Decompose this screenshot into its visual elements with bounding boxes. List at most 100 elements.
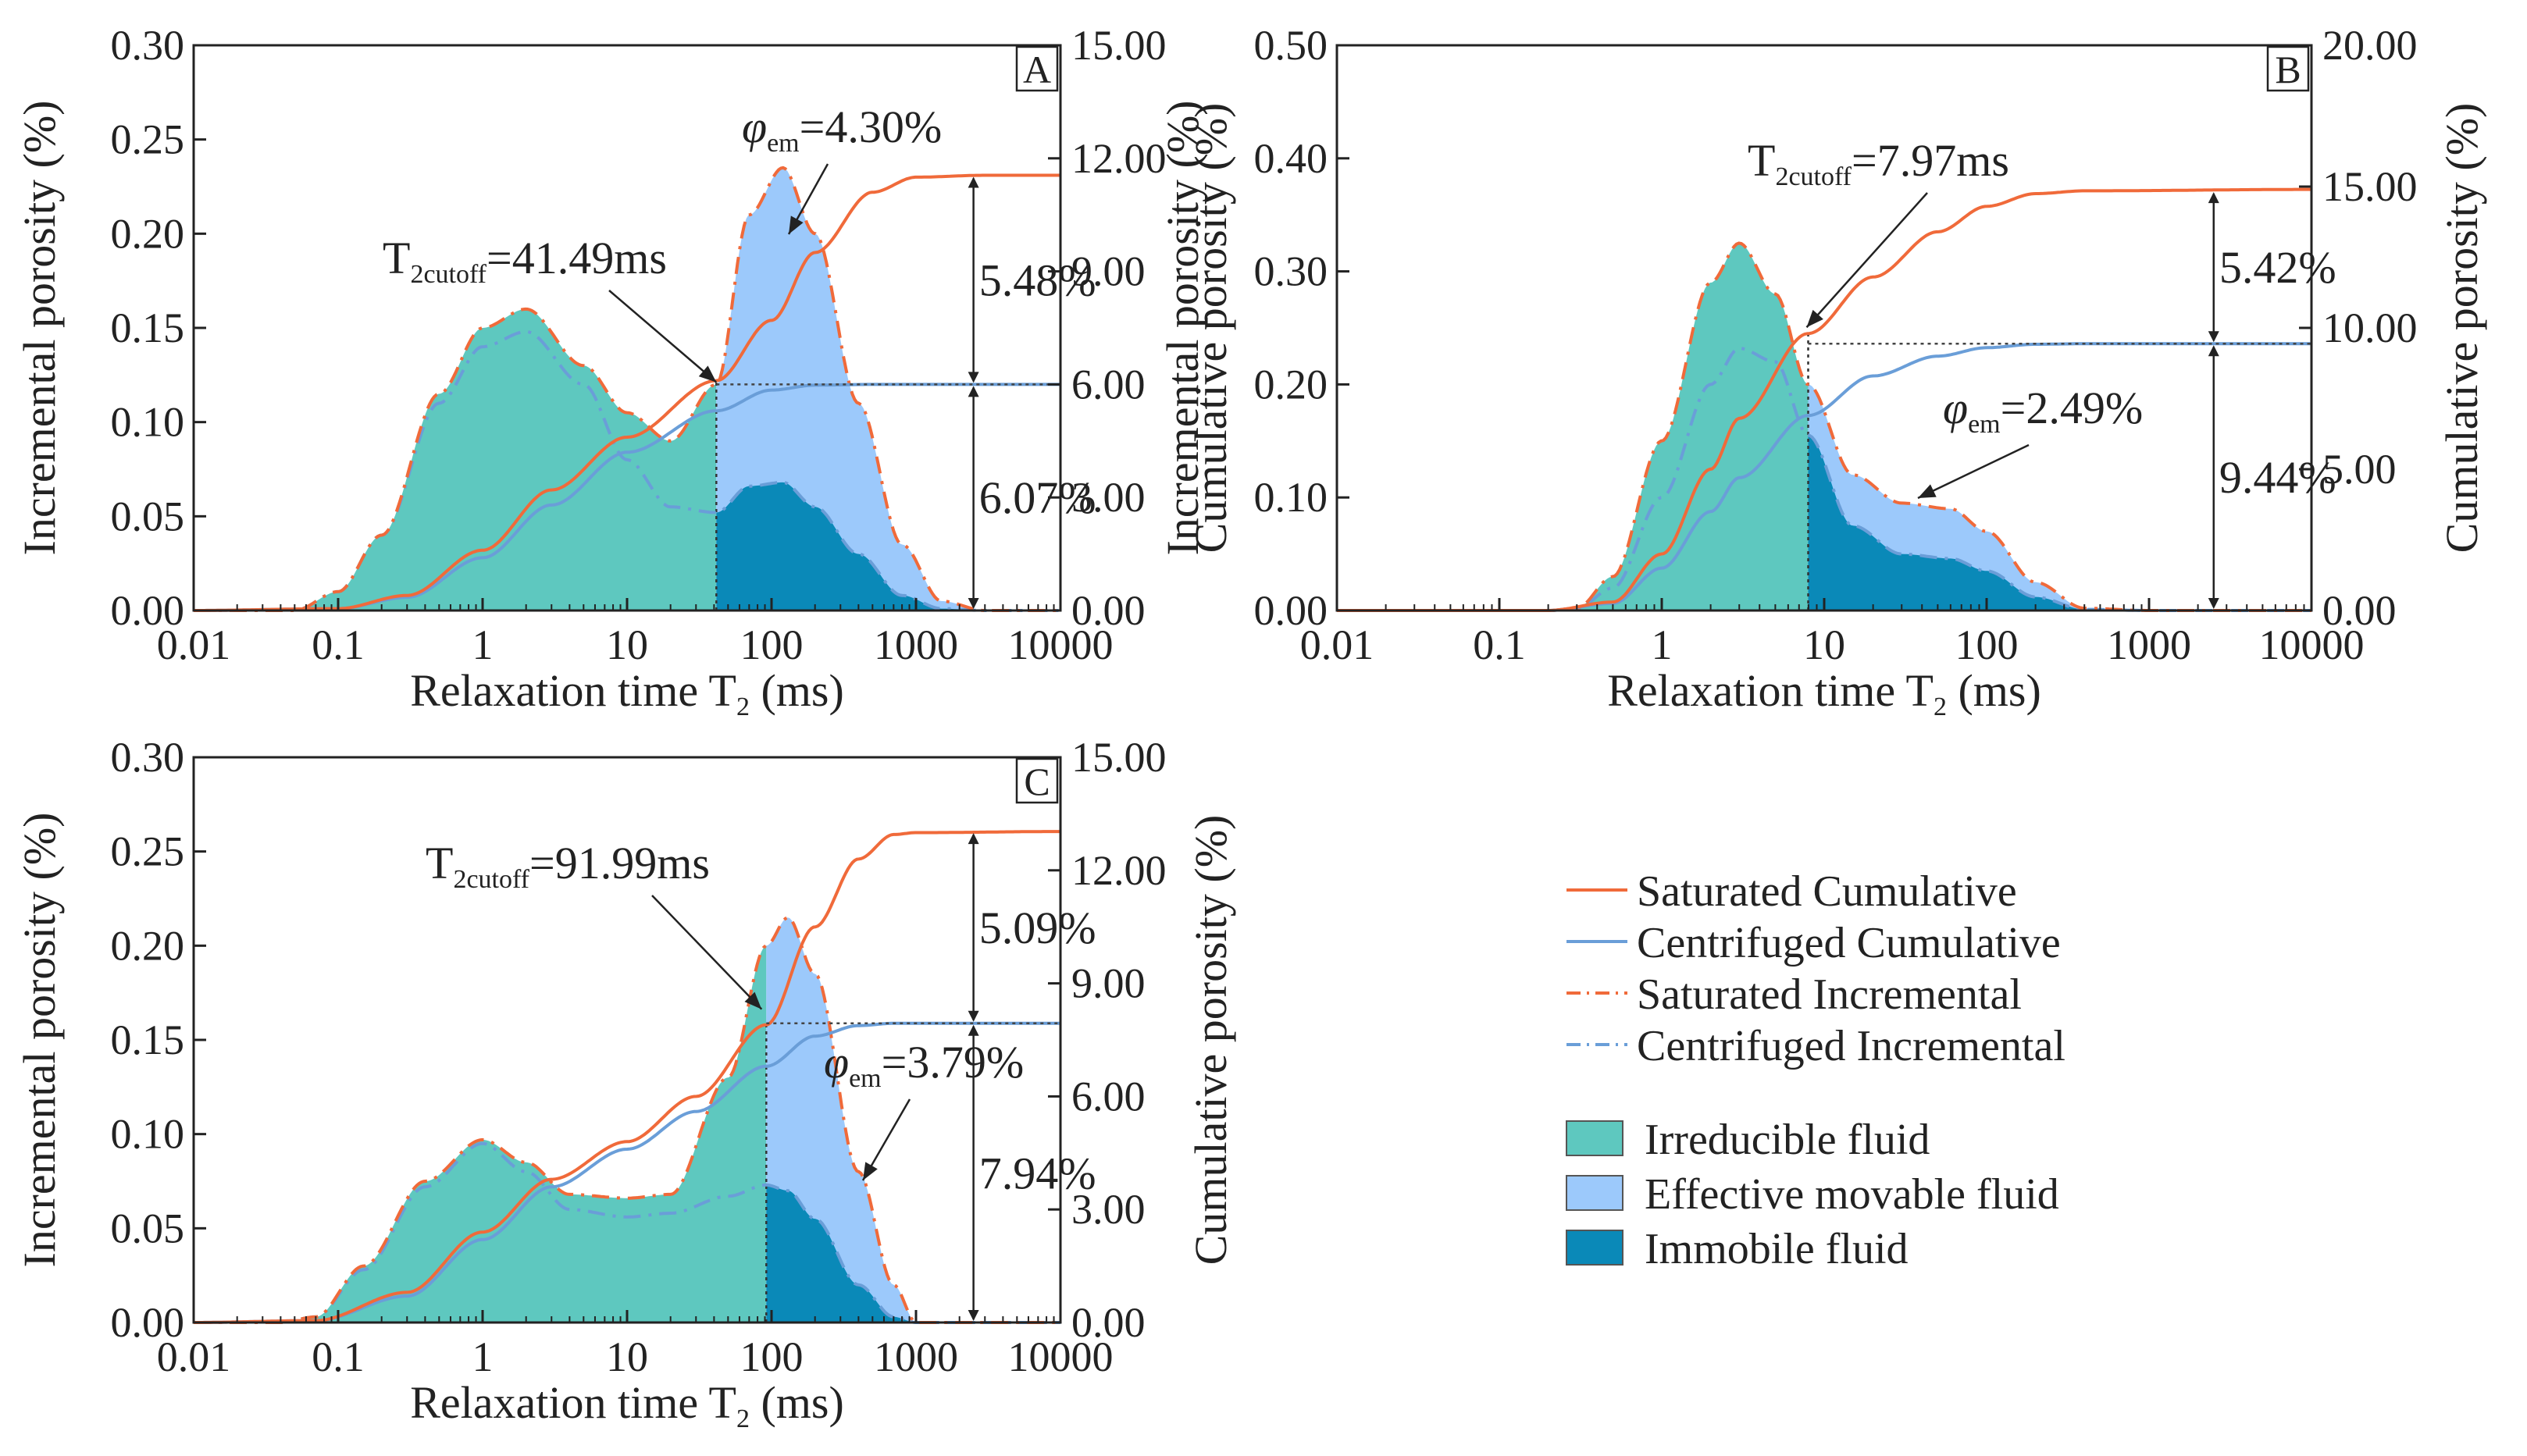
y-left-axis-label: Incremental porosity (%) [14,100,65,555]
legend-patch-2 [1566,1230,1623,1266]
y-left-axis-label: Incremental porosity (%) [1157,100,1208,555]
lower-percentage-arrow-head-bottom [968,598,979,609]
y-left-tick-label: 0.20 [1254,361,1328,408]
x-tick-label: 0.1 [1473,621,1526,668]
y-right-tick-label: 20.00 [2322,22,2418,69]
x-tick-label: 1000 [2107,621,2191,668]
y-right-axis-label: Cumulative porosity (%) [1185,103,1236,554]
y-left-tick-label: 0.15 [111,304,185,351]
y-right-tick-label: 9.00 [1071,248,1146,295]
y-left-tick-label: 0.00 [111,587,185,634]
immobile-fluid-area [716,482,1060,611]
t2-cutoff-arrow-head [1806,309,1823,328]
phi-em-annotation: φem=3.79% [824,1037,1024,1093]
panel-c: 0.01 0.1 1 10 100 1000 100000.000.050.100.150.… [14,734,1236,1433]
t2-cutoff-arrow-head [744,991,762,1009]
lower-percentage-arrow-head-top [968,1024,979,1036]
y-left-tick-label: 0.20 [111,210,185,257]
irreducible-fluid-area [194,308,717,611]
x-tick-label: 100 [1955,621,2019,668]
x-tick-label: 0.01 [157,1333,231,1380]
saturated-incremental-line [194,166,1060,612]
y-right-tick-label: 3.00 [1071,1186,1146,1233]
x-axis-label: Relaxation time T2 (ms) [410,1377,844,1433]
upper-percentage-arrow-head-top [2208,192,2219,204]
y-left-axis-label: Incremental porosity (%) [14,812,65,1267]
t2-cutoff-arrow [651,895,763,1010]
y-right-tick-label: 0.00 [1071,587,1146,634]
y-left-tick-label: 0.10 [1254,474,1328,521]
panel-a: 0.01 0.1 1 10 100 1000 100000.000.050.100.150.… [14,22,1236,721]
t2-cutoff-arrow [608,290,718,383]
panel-letter-box [2266,45,2310,92]
effective-movable-fluid-area [766,917,1060,1323]
legend-label-2: Saturated Incremental [1637,970,2022,1019]
effective-movable-fluid-area [1808,384,2311,611]
y-right-tick-label: 15.00 [1071,22,1167,69]
x-tick-label: 1 [472,1333,494,1380]
upper-percentage-arrow-head-bottom [968,372,979,383]
panel-letter: A [1023,48,1051,91]
x-tick-label: 1000 [874,621,958,668]
x-tick-label: 10000 [1008,621,1114,668]
y-left-tick-label: 0.10 [111,1111,185,1158]
y-right-tick-label: 3.00 [1071,474,1146,521]
legend-label-1: Centrifuged Cumulative [1637,919,2061,967]
upper-percentage-arrow-head-top [968,176,979,188]
x-tick-label: 1 [1652,621,1673,668]
upper-percentage-label: 5.48% [979,255,1096,305]
phi-em-annotation: φem=2.49% [1943,383,2143,439]
y-left-tick-label: 0.00 [1254,587,1328,634]
x-tick-label: 10 [1803,621,1845,668]
t2-cutoff-annotation: T2cutoff=7.97ms [1748,135,2009,191]
y-left-tick-label: 0.15 [111,1016,185,1063]
saturated-incremental-line [194,916,1060,1324]
x-tick-label: 1 [472,621,494,668]
y-right-tick-label: 5.00 [2322,446,2397,493]
y-right-tick-label: 15.00 [1071,734,1167,781]
irreducible-fluid-area [1337,243,1809,611]
y-right-tick-label: 10.00 [2322,304,2418,351]
y-left-tick-label: 0.20 [111,922,185,969]
x-tick-label: 10 [606,1333,648,1380]
x-tick-label: 100 [740,621,804,668]
x-axis-label: Relaxation time T2 (ms) [410,665,844,721]
phi-em-arrow-head [789,215,804,234]
upper-percentage-arrow-head-bottom [968,1010,979,1022]
t2-cutoff-annotation: T2cutoff=41.49ms [383,233,667,289]
phi-em-annotation: φem=4.30% [742,101,942,158]
panel-letter-box [1015,45,1059,92]
y-right-tick-label: 9.00 [1071,960,1146,1007]
x-tick-label: 10000 [1008,1333,1114,1380]
irreducible-fluid-area [194,945,767,1323]
upper-percentage-arrow-head-bottom [2208,331,2219,343]
y-left-tick-label: 0.30 [111,22,185,69]
lower-percentage-arrow-head-bottom [2208,598,2219,609]
legend-label-3: Centrifuged Incremental [1637,1022,2065,1070]
legend-patch-1 [1566,1175,1623,1211]
legend-patch-label-1: Effective movable fluid [1645,1170,2059,1219]
upper-percentage-label: 5.09% [979,902,1096,953]
panel-letter: C [1024,760,1050,803]
x-tick-label: 100 [740,1333,804,1380]
y-left-tick-label: 0.25 [111,828,185,875]
lower-percentage-arrow-head-bottom [968,1310,979,1321]
immobile-fluid-area [1808,435,2311,611]
legend-label-0: Saturated Cumulative [1637,867,2017,916]
panel-letter: B [2275,48,2301,91]
y-left-tick-label: 0.05 [111,1205,185,1251]
y-left-tick-label: 0.50 [1254,22,1328,69]
lower-percentage-label: 6.07% [979,472,1096,523]
y-left-tick-label: 0.10 [111,399,185,446]
y-right-axis-label: Cumulative porosity (%) [2436,103,2487,554]
y-left-tick-label: 0.05 [111,493,185,539]
x-tick-label: 0.01 [157,621,231,668]
y-right-axis-label: Cumulative porosity (%) [1185,815,1236,1266]
lower-percentage-label: 9.44% [2219,452,2336,503]
lower-percentage-arrow-head-top [968,386,979,397]
upper-percentage-arrow-head-top [968,833,979,845]
phi-em-arrow-head [1918,484,1937,498]
x-axis-label: Relaxation time T2 (ms) [1607,665,2041,721]
